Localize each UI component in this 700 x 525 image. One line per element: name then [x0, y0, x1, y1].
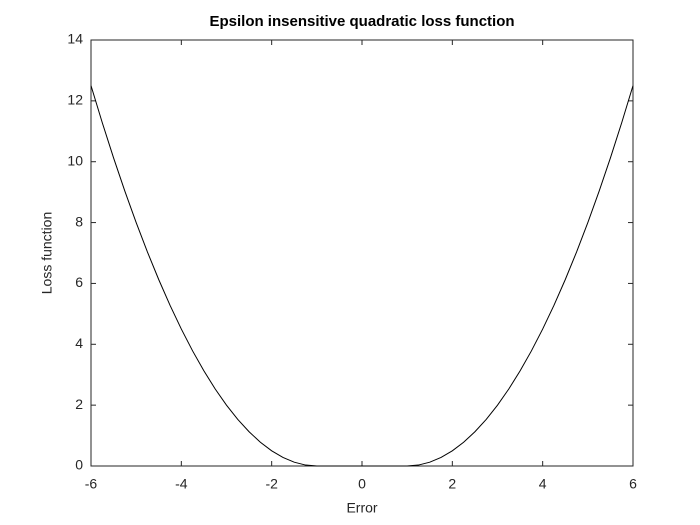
x-tick-label: -6: [85, 476, 98, 492]
x-tick-label: -4: [175, 476, 188, 492]
y-tick-label: 0: [75, 457, 83, 473]
y-axis-label: Loss function: [39, 212, 55, 295]
y-tick-label: 4: [75, 335, 83, 351]
y-tick-label: 12: [67, 92, 83, 108]
y-tick-label: 14: [67, 31, 83, 47]
y-tick-label: 10: [67, 152, 83, 168]
y-tick-label: 8: [75, 213, 83, 229]
x-tick-label: 4: [539, 476, 547, 492]
x-tick-label: 6: [629, 476, 637, 492]
y-tick-label: 6: [75, 274, 83, 290]
loss-curve: [90, 85, 634, 467]
x-tick-label: -2: [265, 476, 278, 492]
x-axis-label: Error: [346, 500, 377, 516]
chart-title: Epsilon insensitive quadratic loss funct…: [209, 13, 514, 30]
x-tick-label: 0: [358, 476, 366, 492]
axes-box: [90, 39, 634, 467]
x-tick-label: 2: [448, 476, 456, 492]
y-tick-label: 2: [75, 396, 83, 412]
